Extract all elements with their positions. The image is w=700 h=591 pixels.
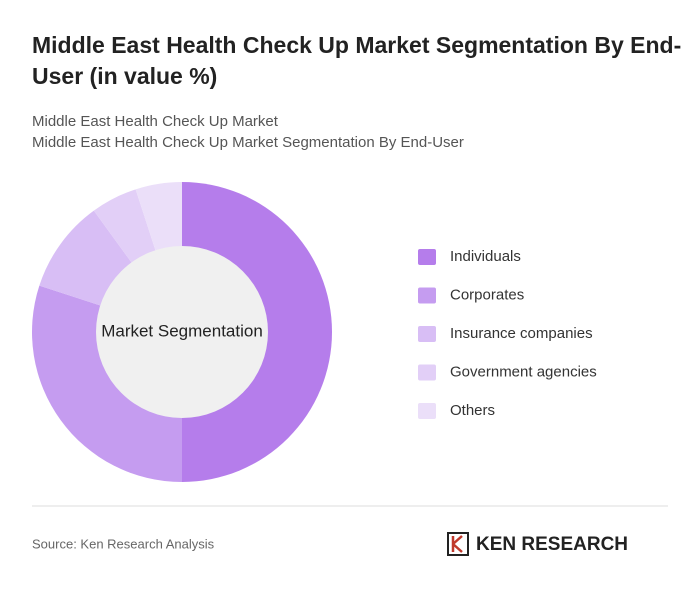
legend-swatch (418, 326, 436, 342)
logo-icon (447, 532, 469, 556)
legend-swatch (418, 287, 436, 304)
subtitle: Middle East Health Check Up Market Segme… (32, 134, 464, 151)
legend-label: Insurance companies (450, 325, 593, 342)
legend-label: Others (450, 402, 495, 419)
center-label: Market Segmentation (101, 321, 263, 340)
logo-text: KEN RESEARCH (476, 534, 628, 555)
source: Source: Ken Research Analysis (32, 536, 215, 551)
logo-icon (451, 535, 463, 553)
chart-title: Middle East Health Check Up Market Segme… (32, 32, 682, 89)
legend-swatch (418, 403, 436, 419)
donut-hole (96, 246, 268, 418)
legend-label: Corporates (450, 286, 524, 303)
legend-swatch (418, 364, 436, 381)
logo: KEN RESEARCH (447, 532, 628, 556)
legend-swatch (418, 249, 436, 265)
subtitle: Middle East Health Check Up Market (32, 113, 278, 130)
legend-label: Government agencies (450, 363, 597, 380)
legend-label: Individuals (450, 248, 521, 265)
